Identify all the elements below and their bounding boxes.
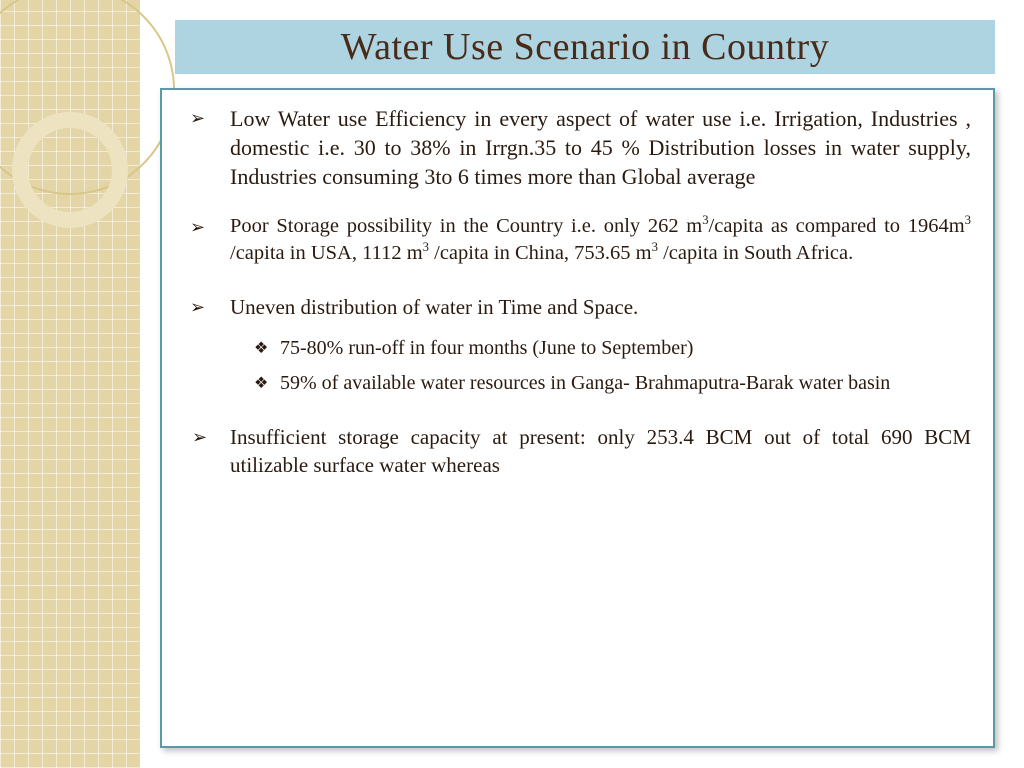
chevron-icon: ➢ — [184, 423, 230, 479]
content-box: ➢ Low Water use Efficiency in every aspe… — [160, 88, 995, 748]
bullet-text: Uneven distribution of water in Time and… — [230, 293, 971, 321]
sub-bullet-text: 59% of available water resources in Gang… — [280, 370, 961, 397]
bullet-item: ➢ Low Water use Efficiency in every aspe… — [184, 104, 971, 191]
sub-bullet-item: ❖ 59% of available water resources in Ga… — [254, 370, 961, 397]
diamond-icon: ❖ — [254, 370, 280, 397]
sub-bullet-item: ❖ 75-80% run-off in four months (June to… — [254, 335, 961, 362]
bullet-item: ➢ Poor Storage possibility in the Countr… — [184, 213, 971, 267]
sub-bullet-list: ❖ 75-80% run-off in four months (June to… — [254, 335, 961, 397]
decorative-sidebar — [0, 0, 140, 768]
chevron-icon: ➢ — [184, 104, 230, 191]
bullet-item: ➢ Uneven distribution of water in Time a… — [184, 293, 971, 321]
bullet-text: Low Water use Efficiency in every aspect… — [230, 104, 971, 191]
bullet-text: Poor Storage possibility in the Country … — [230, 213, 971, 267]
bullet-item: ➢ Insufficient storage capacity at prese… — [184, 423, 971, 479]
slide-title: Water Use Scenario in Country — [341, 25, 829, 69]
chevron-icon: ➢ — [184, 213, 230, 267]
diamond-icon: ❖ — [254, 335, 280, 362]
slide-title-bar: Water Use Scenario in Country — [175, 20, 995, 74]
chevron-icon: ➢ — [184, 293, 230, 321]
sub-bullet-text: 75-80% run-off in four months (June to S… — [280, 335, 961, 362]
bullet-text: Insufficient storage capacity at present… — [230, 423, 971, 479]
